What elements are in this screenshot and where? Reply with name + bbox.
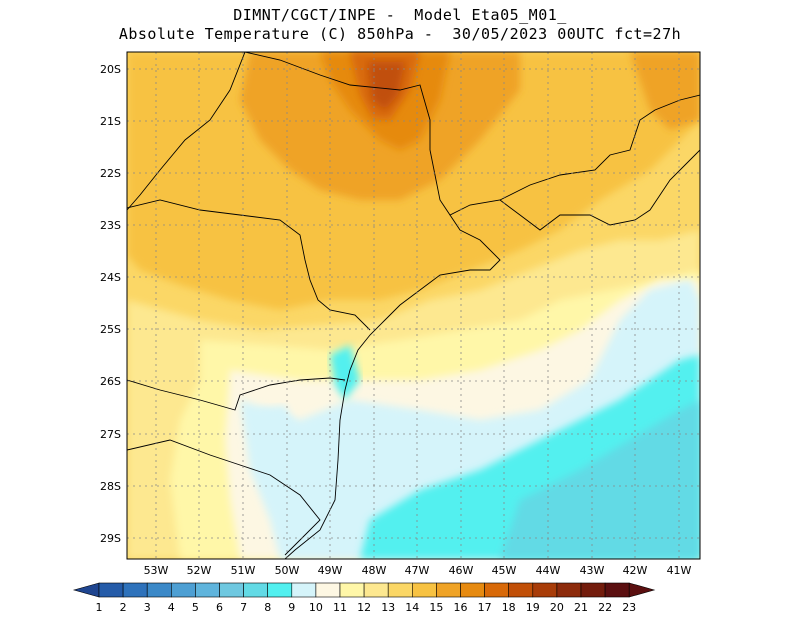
colorbar-label: 19 xyxy=(526,601,540,614)
lon-label: 44W xyxy=(536,564,561,577)
colorbar-swatch xyxy=(508,582,534,598)
lon-label: 49W xyxy=(318,564,343,577)
colorbar-label: 8 xyxy=(264,601,271,614)
colorbar-swatch xyxy=(411,582,437,598)
lat-label: 23S xyxy=(100,219,121,232)
colorbar-label: 15 xyxy=(429,601,443,614)
colorbar-label: 14 xyxy=(405,601,419,614)
map-title-line-1: DIMNT/CGCT/INPE - Model Eta05_M01_ xyxy=(233,6,567,24)
colorbar-label: 5 xyxy=(192,601,199,614)
colorbar-swatch xyxy=(98,582,124,598)
lon-label: 46W xyxy=(449,564,474,577)
colorbar-label: 13 xyxy=(381,601,395,614)
colorbar-label: 1 xyxy=(96,601,103,614)
coastline-and-borders xyxy=(127,52,700,559)
colorbar-swatch xyxy=(146,582,172,598)
lon-label: 53W xyxy=(144,564,169,577)
lon-label: 50W xyxy=(275,564,300,577)
lat-lon-grid xyxy=(127,52,700,559)
colorbar-swatch xyxy=(363,582,389,598)
colorbar-swatch xyxy=(556,582,582,598)
colorbar-label: 18 xyxy=(502,601,516,614)
lat-label: 26S xyxy=(100,375,121,388)
colorbar-label: 2 xyxy=(120,601,127,614)
colorbar-swatch xyxy=(267,582,293,598)
lon-label: 47W xyxy=(405,564,430,577)
colorbar-label: 6 xyxy=(216,601,223,614)
colorbar-label: 3 xyxy=(144,601,151,614)
lat-label: 28S xyxy=(100,480,121,493)
longitude-labels: 53W 52W 51W 50W 49W 48W 47W 46W 45W 44W … xyxy=(144,564,692,577)
colorbar-label: 7 xyxy=(240,601,247,614)
lat-label: 29S xyxy=(100,532,121,545)
temperature-field xyxy=(127,52,700,559)
colorbar-label: 11 xyxy=(333,601,347,614)
colorbar-swatch xyxy=(291,582,317,598)
colorbar-label: 23 xyxy=(622,601,636,614)
colorbar-swatch xyxy=(604,582,630,598)
colorbar-swatch xyxy=(532,582,558,598)
colorbar-label: 12 xyxy=(357,601,371,614)
lon-label: 52W xyxy=(187,564,212,577)
colorbar-swatch xyxy=(387,582,413,598)
lat-label: 20S xyxy=(100,63,121,76)
colorbar-label: 4 xyxy=(168,601,175,614)
colorbar-swatch xyxy=(122,582,148,598)
colorbar-swatch xyxy=(315,582,341,598)
colorbar-label: 22 xyxy=(598,601,612,614)
lon-label: 48W xyxy=(362,564,387,577)
colorbar-label: 20 xyxy=(550,601,564,614)
lat-label: 21S xyxy=(100,115,121,128)
colorbar-swatch xyxy=(339,582,365,598)
colorbar-swatch xyxy=(436,582,461,598)
colorbar-label: 10 xyxy=(309,601,323,614)
lon-label: 51W xyxy=(231,564,256,577)
colorbar-low-arrow xyxy=(72,582,100,598)
colorbar-label: 17 xyxy=(478,601,492,614)
lat-label: 27S xyxy=(100,428,121,441)
colorbar-swatch xyxy=(171,582,196,598)
map-title-line-2: Absolute Temperature (C) 850hPa - 30/05/… xyxy=(118,25,682,43)
lat-label: 25S xyxy=(100,323,121,336)
colorbar-swatch xyxy=(460,582,485,598)
map-frame xyxy=(126,51,701,560)
colorbar-high-arrow xyxy=(628,582,656,598)
lon-label: 43W xyxy=(580,564,605,577)
lat-label: 24S xyxy=(100,271,121,284)
colorbar-swatch xyxy=(243,582,269,598)
lon-label: 42W xyxy=(623,564,648,577)
colorbar-swatch xyxy=(580,582,606,598)
colorbar-label: 16 xyxy=(454,601,468,614)
lat-label: 22S xyxy=(100,167,121,180)
lon-label: 41W xyxy=(667,564,692,577)
colorbar-swatch xyxy=(484,582,510,598)
latitude-labels: 20S 21S 22S 23S 24S 25S 26S 27S 28S 29S xyxy=(100,63,121,545)
colorbar-swatch xyxy=(219,582,244,598)
colorbar-label: 9 xyxy=(288,601,295,614)
colorbar xyxy=(72,582,656,598)
colorbar-labels: 1 2 3 4 5 6 7 8 9 10 11 12 13 14 15 16 17 18 19 20 21 22 23 xyxy=(96,601,637,614)
colorbar-label: 21 xyxy=(574,601,588,614)
lon-label: 45W xyxy=(492,564,517,577)
colorbar-swatch xyxy=(195,582,220,598)
